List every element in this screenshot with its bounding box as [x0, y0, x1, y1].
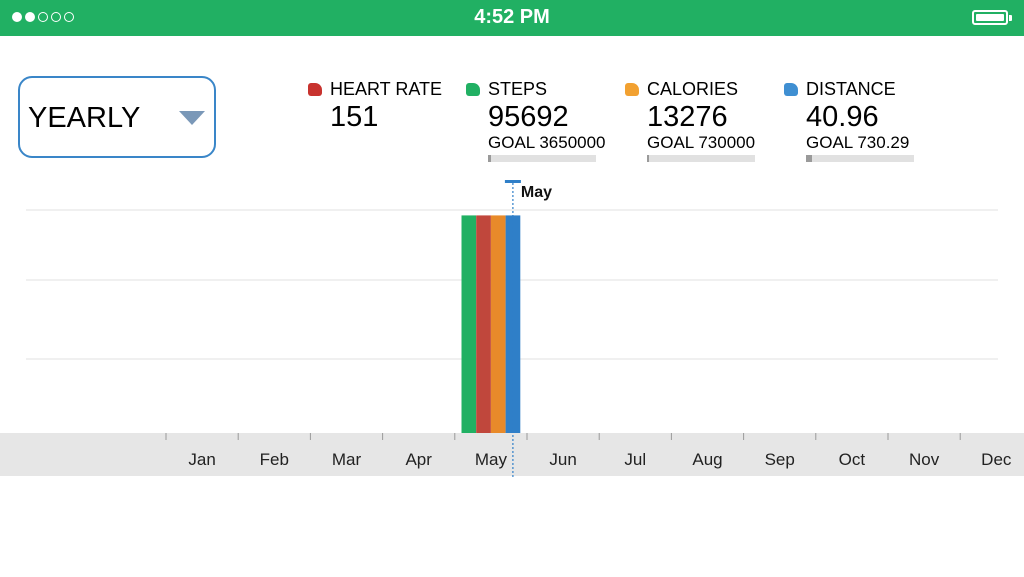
- bar-calories-may: [490, 215, 506, 433]
- tick-label-aug: Aug: [692, 450, 722, 469]
- status-time: 4:52 PM: [474, 6, 550, 28]
- tick-label-mar: Mar: [332, 450, 362, 469]
- metric-label: HEART RATE: [330, 79, 443, 99]
- thumbs-up-icon: [784, 82, 798, 96]
- metric-label: STEPS: [488, 79, 548, 99]
- metric-steps: STEPS 95692 GOAL 3650000: [466, 78, 606, 162]
- period-dropdown[interactable]: YEARLY: [18, 76, 216, 158]
- tick-label-jun: Jun: [549, 450, 576, 469]
- tick-label-jul: Jul: [624, 450, 646, 469]
- metric-calories: CALORIES 13276 GOAL 730000: [625, 78, 755, 162]
- bar-steps-may: [461, 215, 477, 433]
- goal-progress-bar: [647, 155, 755, 162]
- signal-strength-icon: [12, 12, 74, 22]
- goal-progress-bar: [488, 155, 596, 162]
- period-dropdown-value: YEARLY: [28, 102, 141, 134]
- x-axis-band: [0, 433, 1024, 476]
- thumbs-up-icon: [466, 82, 480, 96]
- battery-icon: [972, 10, 1012, 25]
- monthly-bar-chart[interactable]: Jan Feb Mar Apr May Jun Jul Aug Sep Oct Nov Dec May: [0, 175, 1024, 480]
- metric-value: 40.96: [806, 101, 879, 133]
- signal-dot: [25, 12, 35, 22]
- metric-goal: GOAL 3650000: [488, 133, 606, 152]
- signal-dot: [38, 12, 48, 22]
- tick-label-jan: Jan: [188, 450, 215, 469]
- thumbs-up-icon: [308, 82, 322, 96]
- tick-label-dec: Dec: [981, 450, 1012, 469]
- signal-dot: [12, 12, 22, 22]
- chevron-down-icon: [179, 111, 205, 125]
- metric-heart-rate: HEART RATE 151: [308, 78, 442, 133]
- metric-goal: GOAL 730.29: [806, 133, 910, 152]
- selection-label: May: [521, 184, 552, 201]
- metric-value: 95692: [488, 101, 569, 133]
- metric-label: CALORIES: [647, 79, 739, 99]
- tick-label-feb: Feb: [260, 450, 289, 469]
- status-bar: 4:52 PM: [0, 0, 1024, 36]
- selection-cap: [504, 180, 521, 183]
- tick-label-sep: Sep: [765, 450, 795, 469]
- metric-label: DISTANCE: [806, 79, 896, 99]
- metric-goal: GOAL 730000: [647, 133, 756, 152]
- signal-dot: [64, 12, 74, 22]
- metric-value: 13276: [647, 101, 728, 133]
- tick-label-may: May: [475, 450, 508, 469]
- bar-heart-rate-may: [476, 215, 491, 433]
- tick-label-apr: Apr: [405, 450, 432, 469]
- tick-label-oct: Oct: [839, 450, 866, 469]
- tick-label-nov: Nov: [909, 450, 940, 469]
- signal-dot: [51, 12, 61, 22]
- goal-progress-bar: [806, 155, 914, 162]
- metric-value: 151: [330, 101, 379, 133]
- metric-distance: DISTANCE 40.96 GOAL 730.29: [784, 78, 914, 162]
- thumbs-up-icon: [625, 82, 639, 96]
